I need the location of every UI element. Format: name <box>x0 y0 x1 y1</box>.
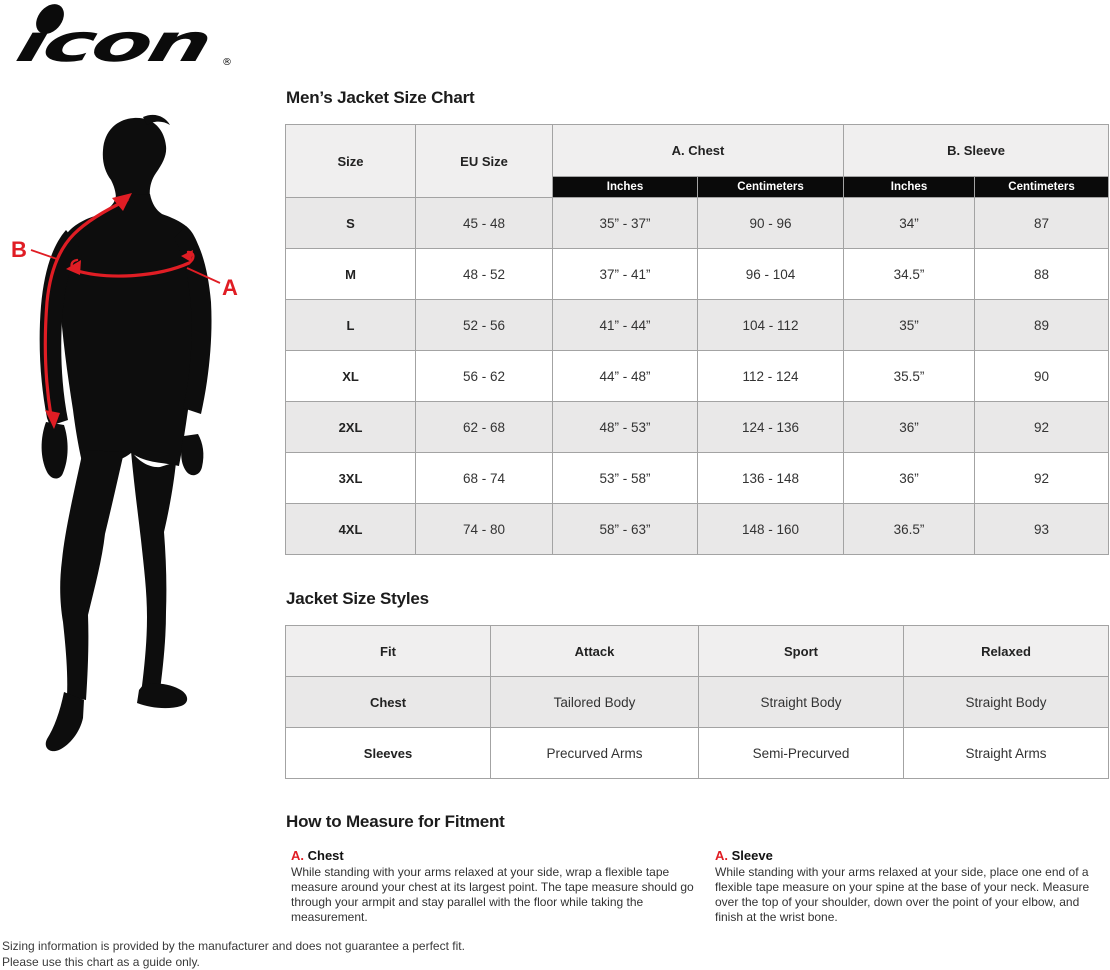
table-row: M 48 - 52 37” - 41” 96 - 104 34.5” 88 <box>286 249 1109 300</box>
cell-sleeve-cm: 93 <box>975 504 1109 555</box>
cell-size: L <box>286 300 416 351</box>
table-row: 2XL 62 - 68 48” - 53” 124 - 136 36” 92 <box>286 402 1109 453</box>
cell-chest-cm: 90 - 96 <box>698 198 844 249</box>
cell-eu: 52 - 56 <box>416 300 553 351</box>
measure-sleeve-prefix: A. <box>715 848 728 863</box>
size-chart-title: Men’s Jacket Size Chart <box>286 88 474 108</box>
col-size: Size <box>286 125 416 198</box>
disclaimer: Sizing information is provided by the ma… <box>2 939 465 970</box>
measure-sleeve-text: While standing with your arms relaxed at… <box>715 865 1109 925</box>
table-row: XL 56 - 62 44” - 48” 112 - 124 35.5” 90 <box>286 351 1109 402</box>
col-attack: Attack <box>491 626 699 677</box>
measure-sleeve-section: A. Sleeve While standing with your arms … <box>715 848 1109 925</box>
cell-size: XL <box>286 351 416 402</box>
table-row: 4XL 74 - 80 58” - 63” 148 - 160 36.5” 93 <box>286 504 1109 555</box>
cell-size: S <box>286 198 416 249</box>
cell-chest-in: 44” - 48” <box>553 351 698 402</box>
cell-eu: 45 - 48 <box>416 198 553 249</box>
cell-size: M <box>286 249 416 300</box>
cell-sleeve-in: 35.5” <box>844 351 975 402</box>
cell-chest-in: 53” - 58” <box>553 453 698 504</box>
cell-eu: 48 - 52 <box>416 249 553 300</box>
cell-size: 4XL <box>286 504 416 555</box>
label-b: B <box>11 237 27 262</box>
col-sleeve-centimeters: Centimeters <box>975 177 1109 198</box>
fit-styles-table: Fit Attack Sport Relaxed Chest Tailored … <box>285 625 1109 779</box>
cell-sleeve-cm: 89 <box>975 300 1109 351</box>
col-sport: Sport <box>699 626 904 677</box>
cell-relaxed: Straight Body <box>904 677 1109 728</box>
cell-fit-label: Chest <box>286 677 491 728</box>
cell-chest-cm: 112 - 124 <box>698 351 844 402</box>
cell-relaxed: Straight Arms <box>904 728 1109 779</box>
col-eu-size: EU Size <box>416 125 553 198</box>
cell-chest-cm: 104 - 112 <box>698 300 844 351</box>
cell-eu: 68 - 74 <box>416 453 553 504</box>
col-fit: Fit <box>286 626 491 677</box>
svg-text:®: ® <box>222 57 232 67</box>
cell-sleeve-cm: 90 <box>975 351 1109 402</box>
col-chest-inches: Inches <box>553 177 698 198</box>
cell-sleeve-in: 36” <box>844 453 975 504</box>
measure-chest-text: While standing with your arms relaxed at… <box>291 865 701 925</box>
svg-text:ıcon: ıcon <box>10 14 215 67</box>
measure-sleeve-heading: A. Sleeve <box>715 848 1109 863</box>
col-sleeve: B. Sleeve <box>844 125 1109 177</box>
table-row: Chest Tailored Body Straight Body Straig… <box>286 677 1109 728</box>
col-chest: A. Chest <box>553 125 844 177</box>
size-chart-table: Size EU Size A. Chest B. Sleeve Inches C… <box>285 124 1109 555</box>
cell-attack: Precurved Arms <box>491 728 699 779</box>
cell-chest-in: 58” - 63” <box>553 504 698 555</box>
measure-chest-prefix: A. <box>291 848 304 863</box>
cell-chest-cm: 124 - 136 <box>698 402 844 453</box>
cell-sleeve-cm: 87 <box>975 198 1109 249</box>
cell-chest-in: 41” - 44” <box>553 300 698 351</box>
label-a: A <box>222 275 238 300</box>
cell-chest-in: 48” - 53” <box>553 402 698 453</box>
cell-sleeve-cm: 92 <box>975 402 1109 453</box>
cell-sleeve-cm: 92 <box>975 453 1109 504</box>
cell-chest-in: 35” - 37” <box>553 198 698 249</box>
disclaimer-line-2: Please use this chart as a guide only. <box>2 955 465 970</box>
cell-sleeve-in: 36.5” <box>844 504 975 555</box>
col-relaxed: Relaxed <box>904 626 1109 677</box>
cell-sport: Straight Body <box>699 677 904 728</box>
measure-chest-section: A. Chest While standing with your arms r… <box>291 848 701 925</box>
cell-sleeve-in: 36” <box>844 402 975 453</box>
measurement-diagram: B A <box>0 110 280 760</box>
icon-logo-icon: ıcon ® <box>6 3 236 67</box>
table-row: 3XL 68 - 74 53” - 58” 136 - 148 36” 92 <box>286 453 1109 504</box>
cell-eu: 62 - 68 <box>416 402 553 453</box>
cell-sleeve-in: 34.5” <box>844 249 975 300</box>
col-chest-centimeters: Centimeters <box>698 177 844 198</box>
cell-eu: 74 - 80 <box>416 504 553 555</box>
disclaimer-line-1: Sizing information is provided by the ma… <box>2 939 465 955</box>
fit-styles-title: Jacket Size Styles <box>286 589 429 609</box>
cell-chest-cm: 96 - 104 <box>698 249 844 300</box>
measure-chest-heading: A. Chest <box>291 848 701 863</box>
cell-chest-cm: 148 - 160 <box>698 504 844 555</box>
cell-chest-cm: 136 - 148 <box>698 453 844 504</box>
measure-chest-label: Chest <box>308 848 344 863</box>
table-row: S 45 - 48 35” - 37” 90 - 96 34” 87 <box>286 198 1109 249</box>
table-row: L 52 - 56 41” - 44” 104 - 112 35” 89 <box>286 300 1109 351</box>
cell-attack: Tailored Body <box>491 677 699 728</box>
measure-sleeve-label: Sleeve <box>732 848 773 863</box>
cell-size: 3XL <box>286 453 416 504</box>
male-silhouette <box>40 115 212 751</box>
brand-logo: ıcon ® <box>6 3 236 67</box>
cell-size: 2XL <box>286 402 416 453</box>
col-sleeve-inches: Inches <box>844 177 975 198</box>
cell-sleeve-cm: 88 <box>975 249 1109 300</box>
measure-title: How to Measure for Fitment <box>286 812 505 832</box>
cell-sport: Semi-Precurved <box>699 728 904 779</box>
cell-fit-label: Sleeves <box>286 728 491 779</box>
cell-chest-in: 37” - 41” <box>553 249 698 300</box>
cell-eu: 56 - 62 <box>416 351 553 402</box>
table-row: Sleeves Precurved Arms Semi-Precurved St… <box>286 728 1109 779</box>
cell-sleeve-in: 35” <box>844 300 975 351</box>
cell-sleeve-in: 34” <box>844 198 975 249</box>
